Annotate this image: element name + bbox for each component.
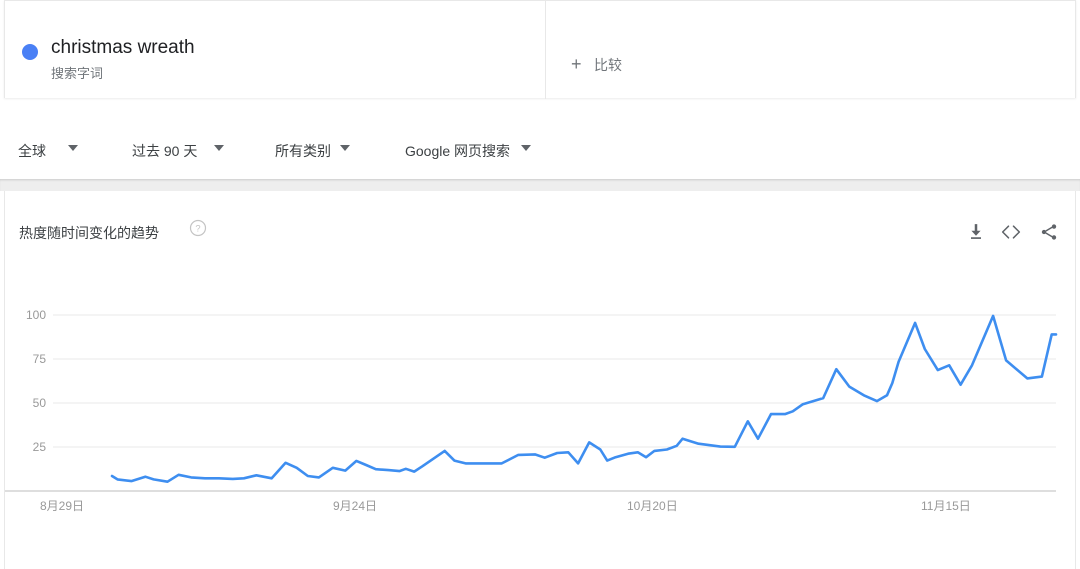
svg-text:75: 75 bbox=[33, 352, 47, 366]
svg-text:11月15日: 11月15日 bbox=[921, 499, 971, 513]
svg-text:25: 25 bbox=[33, 440, 47, 454]
svg-text:50: 50 bbox=[33, 396, 47, 410]
svg-text:8月29日: 8月29日 bbox=[40, 499, 84, 513]
svg-text:10月20日: 10月20日 bbox=[627, 499, 678, 513]
svg-text:9月24日: 9月24日 bbox=[333, 499, 377, 513]
svg-text:100: 100 bbox=[26, 308, 46, 322]
